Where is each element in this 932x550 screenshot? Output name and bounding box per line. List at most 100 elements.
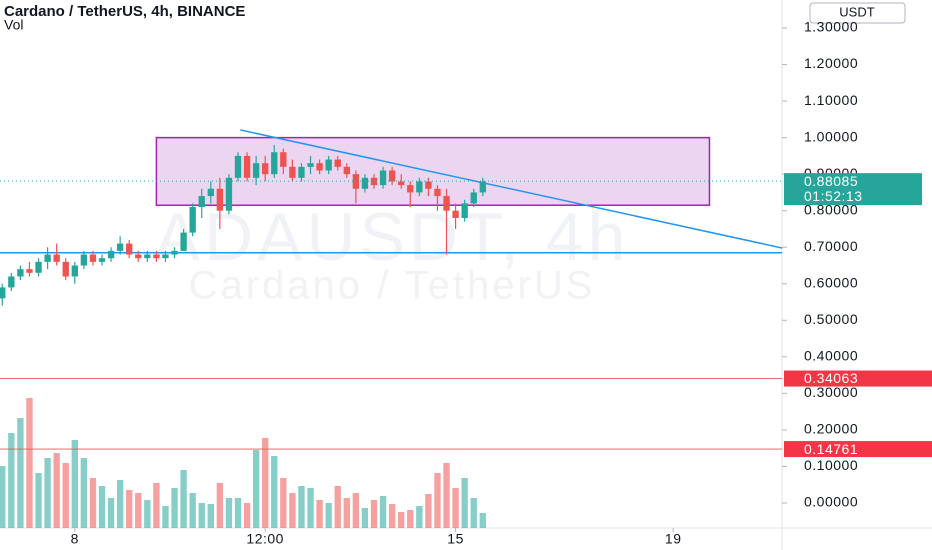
currency-label[interactable]: USDT <box>839 4 874 19</box>
candle-body <box>289 166 296 178</box>
candle-body <box>271 152 278 175</box>
candle-body <box>388 170 396 182</box>
volume-bar <box>379 496 387 528</box>
volume-bar <box>198 503 205 528</box>
y-tick-label: 0.10000 <box>804 457 858 473</box>
volume-bar <box>452 488 459 528</box>
volume-bar <box>398 512 405 528</box>
volume-bar <box>234 498 242 528</box>
volume-bar <box>343 498 350 528</box>
candle-body <box>234 155 242 178</box>
y-tick-label: 0.40000 <box>804 348 858 364</box>
volume-bar <box>135 493 142 528</box>
subtitle: Vol <box>4 17 23 33</box>
volume-bar <box>17 418 24 528</box>
candle-body <box>434 188 441 197</box>
volume-bar <box>71 440 78 528</box>
watermark: Cardano / TetherUS <box>189 264 596 308</box>
candle-body <box>307 163 314 167</box>
x-tick-label: 8 <box>71 531 79 547</box>
candle-body <box>416 181 423 193</box>
candle-body <box>262 163 269 175</box>
y-tick-label: 0.20000 <box>804 421 858 437</box>
volume-bar <box>53 453 60 528</box>
candle-body <box>252 163 260 178</box>
candle-body <box>116 243 124 251</box>
candle-body <box>207 188 214 197</box>
candle-body <box>243 155 251 178</box>
candle-body <box>135 254 142 259</box>
candle-body <box>171 250 178 255</box>
candle-body <box>189 207 196 233</box>
volume-bar <box>35 473 42 528</box>
volume-bar <box>107 498 115 528</box>
volume-bar <box>262 438 269 528</box>
volume-bar <box>153 483 160 528</box>
candle-body <box>407 185 414 193</box>
volume-bar <box>316 500 323 528</box>
volume-bar <box>8 433 15 528</box>
currency-button[interactable] <box>809 2 906 24</box>
volume-bar <box>289 493 296 528</box>
x-tick-label: 19 <box>665 531 682 547</box>
candle-body <box>379 170 387 186</box>
volume-bar <box>271 456 278 528</box>
candle-body <box>17 269 24 277</box>
candle-body <box>26 269 33 273</box>
candle-body <box>35 261 42 273</box>
price-label-box <box>784 441 932 458</box>
volume-bar <box>470 498 477 528</box>
volume-bar <box>407 510 414 528</box>
candle-body <box>180 232 187 251</box>
volume-bar <box>89 478 97 528</box>
volume-bar <box>334 486 341 528</box>
candle-body <box>107 250 115 259</box>
candle-body <box>280 152 287 167</box>
chart-title: Cardano / TetherUS, 4h, BINANCE <box>4 3 245 20</box>
volume-bar <box>352 493 360 528</box>
volume-bar <box>44 458 51 528</box>
candle-body <box>334 159 341 167</box>
volume-bar <box>207 504 214 528</box>
candle-body <box>470 192 477 204</box>
volume-bar <box>26 398 33 528</box>
price-label-box <box>784 370 932 387</box>
candle-body <box>225 177 233 211</box>
candle-body <box>425 181 432 189</box>
candle-body <box>325 159 332 171</box>
volume-bar <box>425 494 432 528</box>
candle-body <box>452 210 459 218</box>
volume-bar <box>162 506 169 528</box>
y-tick-label: 1.00000 <box>804 128 858 144</box>
candle-body <box>198 196 205 208</box>
volume-bar <box>461 478 468 528</box>
candle-body <box>461 203 468 218</box>
x-tick-label: 15 <box>447 531 464 547</box>
x-tick-label: 12:00 <box>246 531 284 547</box>
last-price-label: 0.88085 <box>804 173 858 189</box>
price-label: 0.34063 <box>804 370 858 386</box>
volume-bar <box>144 500 151 528</box>
last-price-box <box>784 173 922 206</box>
volume-bar <box>116 480 124 528</box>
candle-body <box>144 254 151 259</box>
volume-bar <box>126 490 133 528</box>
volume-bar <box>252 450 260 528</box>
candle-body <box>316 163 323 171</box>
volume-bar <box>479 513 486 528</box>
watermark: ADAUSDT, 4h <box>155 199 630 275</box>
y-tick-label: 0.60000 <box>804 274 858 290</box>
volume-bar <box>325 503 332 528</box>
y-tick-label: 0.00000 <box>804 494 858 510</box>
y-tick-label: 1.20000 <box>804 55 858 71</box>
volume-bar <box>416 506 423 528</box>
candle-body <box>479 181 486 193</box>
candle-body <box>71 265 78 277</box>
candle-body <box>44 254 51 262</box>
volume-bar <box>98 486 106 528</box>
candle-body <box>62 261 69 277</box>
y-tick-label: 0.70000 <box>804 238 858 254</box>
candle-body <box>162 254 169 259</box>
